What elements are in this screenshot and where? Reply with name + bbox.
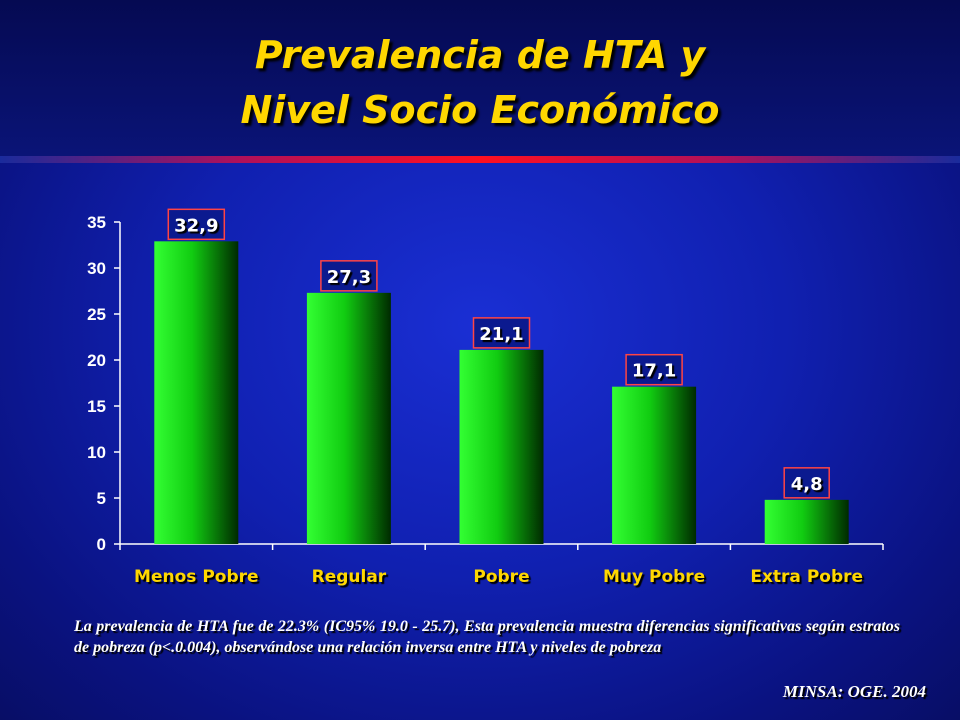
data-label: 17,1 — [632, 361, 676, 382]
y-tick-label: 5 — [97, 489, 106, 508]
data-label-box — [625, 353, 683, 386]
title-block: Prevalencia de HTA y Nivel Socio Económi… — [0, 0, 960, 160]
category-label: Menos Pobre — [134, 567, 259, 587]
category-label: Pobre — [473, 567, 529, 587]
slide-title-line-1: Prevalencia de HTA y — [254, 33, 706, 77]
bar — [154, 241, 239, 544]
data-label-box — [472, 317, 531, 349]
data-label: 21,1 — [479, 324, 523, 345]
data-label: 32,9 — [174, 215, 218, 236]
y-tick-label: 20 — [87, 351, 106, 370]
title-divider — [0, 156, 960, 163]
y-tick-label: 25 — [87, 305, 106, 324]
y-tick-label: 35 — [87, 213, 106, 232]
data-label: 4,8 — [791, 474, 823, 495]
footnote-text: La prevalencia de HTA fue de 22.3% (IC95… — [74, 618, 900, 656]
data-label-box — [167, 208, 226, 241]
y-tick-label: 30 — [87, 259, 106, 278]
slide-title-line-2: Nivel Socio Económico — [240, 88, 720, 132]
y-tick-label: 0 — [97, 535, 106, 554]
y-tick-label: 10 — [87, 443, 106, 462]
bar — [459, 349, 544, 544]
data-label-box — [783, 467, 830, 499]
y-tick-label: 15 — [87, 397, 106, 416]
category-label: Extra Pobre — [750, 567, 863, 587]
bar — [306, 292, 391, 544]
bar — [764, 499, 849, 544]
source-citation: MINSA: OGE. 2004 — [782, 682, 926, 701]
bar — [612, 386, 697, 544]
category-label: Muy Pobre — [603, 567, 705, 587]
category-label: Regular — [312, 567, 387, 587]
data-label: 27,3 — [327, 267, 371, 288]
data-label-box — [320, 260, 378, 292]
